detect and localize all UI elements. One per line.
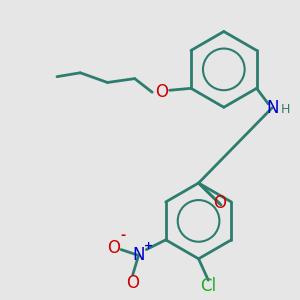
Text: N: N <box>266 99 278 117</box>
Text: O: O <box>107 238 120 256</box>
Text: H: H <box>281 103 290 116</box>
Text: +: + <box>144 241 153 251</box>
Text: O: O <box>155 83 168 101</box>
Text: N: N <box>132 246 145 264</box>
Text: Cl: Cl <box>200 277 216 295</box>
Text: -: - <box>121 230 126 242</box>
Text: O: O <box>213 194 226 212</box>
Text: O: O <box>126 274 139 292</box>
